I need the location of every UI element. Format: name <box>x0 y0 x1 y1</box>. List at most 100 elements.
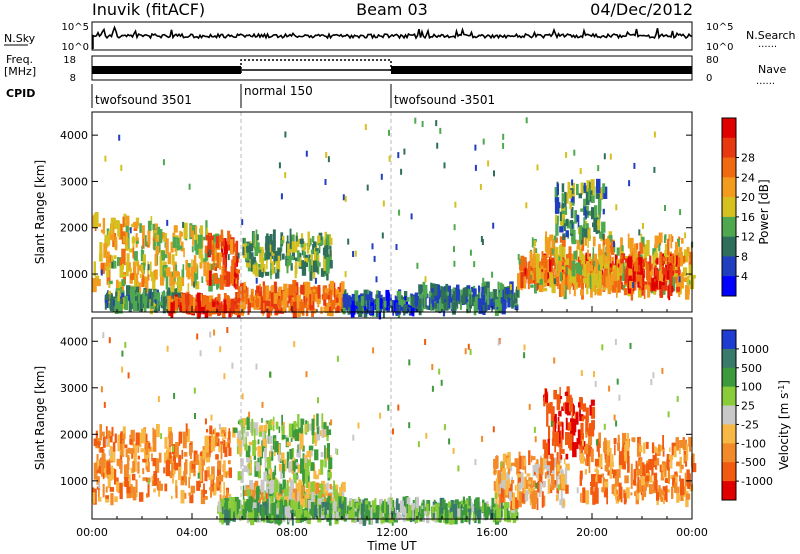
velocity-scatter-cell-0 <box>228 428 231 440</box>
power-scatter-cell-7 <box>385 289 390 307</box>
velocity-scatter-cell-0 <box>209 425 213 435</box>
velocity-scatter-cell-0 <box>225 490 228 502</box>
velocity-scatter-cell-3 <box>496 507 501 522</box>
power-scatter-cell-12 <box>674 250 676 264</box>
power-scatter-cell-12 <box>619 275 622 284</box>
power-scatter-cell-7 <box>383 300 387 308</box>
velocity-scatter-cell-0 <box>108 470 113 481</box>
velocity-scatter-cell-1 <box>259 452 262 466</box>
velocity-speckle <box>431 364 434 370</box>
power-scatter-cell-12 <box>661 266 665 275</box>
velocity-scatter-cell-2 <box>260 479 265 493</box>
velocity-scatter-cell-5 <box>580 422 584 434</box>
velocity-scatter-cell-3 <box>370 507 373 525</box>
velocity-scatter-cell-5 <box>560 449 565 453</box>
cpid-segment-1: twofsound 3501 <box>95 93 192 107</box>
power-scatter-cell-8 <box>487 302 491 310</box>
power-scatter-cell-8 <box>490 298 493 306</box>
velocity-scatter-cell-6 <box>621 447 624 461</box>
power-scatter-cell-10 <box>579 265 583 276</box>
velocity-scatter-cell-4 <box>564 467 568 485</box>
power-scatter-cell-6 <box>252 264 257 275</box>
power-scatter-cell-10 <box>545 279 550 283</box>
power-speckle <box>525 117 528 124</box>
power-scatter-cell-10 <box>686 247 690 254</box>
power-scatter-cell-7 <box>399 306 405 311</box>
velocity-scatter-cell-0 <box>171 464 175 477</box>
power-scatter-cell-9 <box>567 253 572 270</box>
velocity-cbar-frame <box>721 329 737 501</box>
nsky-panel: N.Sky 10^5 10^0 10^5 10^0 N.Search .....… <box>4 21 796 53</box>
velocity-scatter-cell-4 <box>550 474 555 485</box>
power-scatter-cell-5 <box>300 284 305 295</box>
velocity-scatter-cell-3 <box>348 500 352 514</box>
power-scatter-cell-2 <box>206 227 208 233</box>
velocity-scatter-cell-0 <box>102 436 106 448</box>
velocity-scatter-cell-2 <box>249 480 254 493</box>
velocity-scatter-cell-1 <box>243 465 248 472</box>
velocity-scatter-cell-6 <box>651 465 654 476</box>
velocity-scatter-cell-6 <box>640 458 643 475</box>
power-scatter-cell-10 <box>559 236 563 243</box>
velocity-scatter-cell-4 <box>544 464 548 469</box>
power-scatter-cell-3 <box>210 240 214 248</box>
power-scatter-cell-10 <box>571 253 575 261</box>
power-scatter-cell-5 <box>288 295 293 304</box>
velocity-scatter-cell-1 <box>266 475 271 480</box>
power-scatter-cell-10 <box>555 246 559 264</box>
velocity-scatter-cell-0 <box>191 463 195 472</box>
velocity-scatter-cell-2 <box>258 497 262 504</box>
power-scatter-cell-12 <box>650 272 653 276</box>
velocity-scatter-cell-3 <box>491 513 496 518</box>
power-scatter-cell-5 <box>333 291 339 304</box>
velocity-scatter-cell-1 <box>273 449 276 457</box>
power-scatter-cell-5 <box>269 290 271 300</box>
power-scatter-cell-6 <box>250 252 254 258</box>
power-scatter-cell-10 <box>659 232 663 243</box>
power-scatter-cell-5 <box>278 307 283 314</box>
power-scatter-cell-10 <box>579 248 583 260</box>
power-scatter-cell-11 <box>566 221 571 229</box>
velocity-scatter-cell-3 <box>442 509 445 523</box>
power-scatter-cell-0 <box>93 261 96 277</box>
power-scatter-cell-6 <box>290 263 293 271</box>
velocity-scatter-cell-3 <box>329 503 332 512</box>
power-scatter-cell-4 <box>197 300 201 318</box>
velocity-speckle <box>357 422 360 429</box>
velocity-scatter-cell-2 <box>282 489 287 505</box>
velocity-scatter-cell-0 <box>145 442 149 455</box>
velocity-scatter-cell-3 <box>384 501 388 509</box>
power-scatter-cell-6 <box>318 246 321 254</box>
velocity-speckle <box>241 393 244 400</box>
power-scatter-cell-2 <box>160 276 165 286</box>
velocity-scatter-cell-4 <box>527 480 532 485</box>
power-scatter-cell-0 <box>142 254 146 266</box>
power-speckle <box>638 229 641 236</box>
velocity-scatter-cell-0 <box>135 479 138 494</box>
velocity-scatter-cell-0 <box>178 431 183 444</box>
power-scatter-cell-3 <box>236 273 238 286</box>
power-scatter-cell-10 <box>656 235 660 245</box>
velocity-scatter-cell-4 <box>506 457 510 469</box>
velocity-scatter-cell-5 <box>551 438 555 446</box>
velocity-scatter-cell-0 <box>99 424 102 441</box>
xtick-label: 16:00 <box>476 526 508 539</box>
x-axis-label: Time UT <box>366 539 417 553</box>
power-scatter-cell-2 <box>169 272 172 287</box>
velocity-scatter-cell-3 <box>415 496 419 512</box>
power-scatter-cell-12 <box>620 282 623 290</box>
velocity-scatter-cell-1 <box>312 428 315 444</box>
power-scatter-cell-5 <box>286 288 289 292</box>
power-scatter-cell-0 <box>119 258 122 266</box>
velocity-scatter-cell-0 <box>127 454 130 470</box>
power-scatter-cell-2 <box>164 254 168 259</box>
power-scatter-cell-11 <box>596 193 600 199</box>
power-scatter-cell-11 <box>602 183 606 194</box>
nave-legend-dots: ...... <box>756 76 775 87</box>
power-scatter-cell-6 <box>261 267 264 277</box>
velocity-scatter-cell-5 <box>590 423 595 437</box>
velocity-scatter-cell-2 <box>320 483 324 500</box>
velocity-scatter-cell-1 <box>310 450 313 457</box>
power-scatter-cell-8 <box>438 285 443 292</box>
velocity-speckle <box>594 380 597 387</box>
